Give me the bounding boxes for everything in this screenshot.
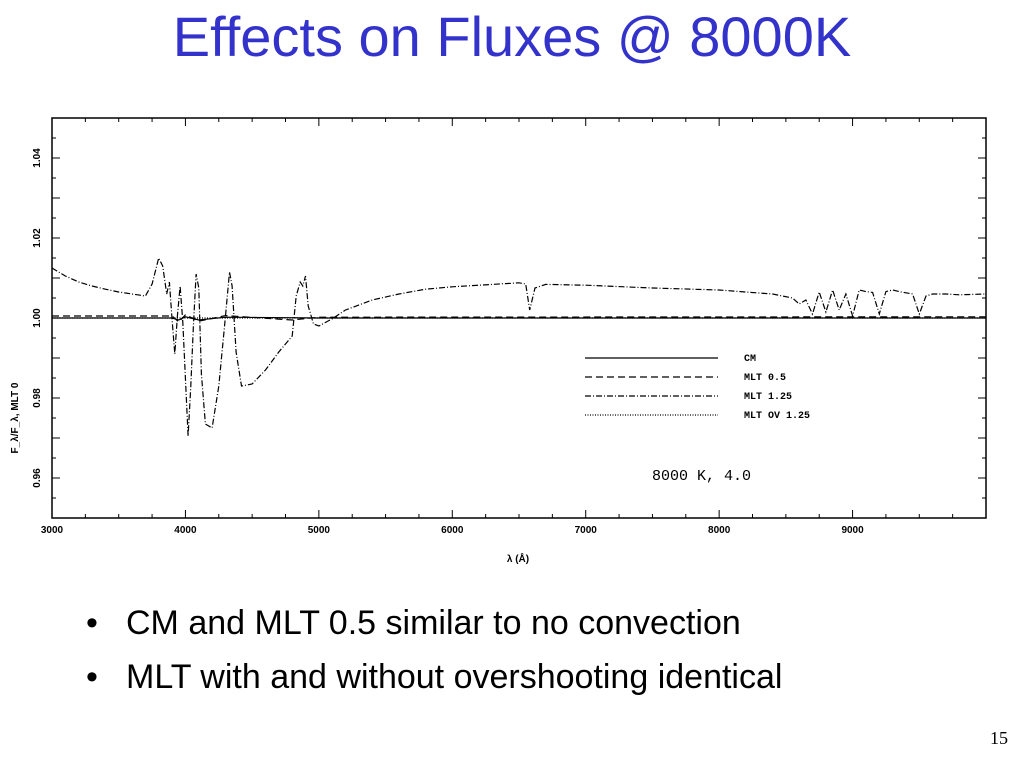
x-tick-label: 6000 [441, 525, 464, 536]
slide-title: Effects on Fluxes @ 8000K [172, 5, 852, 68]
y-tick-label: 1.00 [32, 308, 43, 328]
chart-annotation: 8000 K, 4.0 [652, 468, 751, 485]
y-tick-label: 1.02 [32, 228, 43, 248]
x-tick-label: 5000 [308, 525, 331, 536]
bullet-text: CM and MLT 0.5 similar to no convection [126, 604, 741, 642]
legend-label: MLT 0.5 [744, 373, 786, 384]
series-line-mlt-1-25 [51, 256, 987, 437]
bullet-text: MLT with and without overshooting identi… [126, 658, 783, 696]
x-tick-label: 7000 [575, 525, 598, 536]
legend-label: CM [744, 354, 756, 365]
legend-label: MLT 1.25 [744, 392, 792, 403]
y-tick-label: 0.96 [32, 468, 43, 488]
y-axis-label: F_λ/F_λ, MLT 0 [10, 382, 21, 453]
x-tick-label: 9000 [841, 525, 864, 536]
bullet-list: • CM and MLT 0.5 similar to no convection… [86, 604, 782, 712]
series-group [51, 256, 987, 437]
bullet-item: • CM and MLT 0.5 similar to no convection [86, 604, 782, 643]
bullet-item: • MLT with and without overshooting ident… [86, 658, 782, 697]
y-tick-label: 1.04 [32, 148, 43, 168]
x-axis-label: λ (Å) [507, 552, 529, 565]
page-number: 15 [990, 728, 1008, 748]
bullet-dot: • [86, 604, 98, 642]
x-tick-label: 8000 [708, 525, 731, 536]
flux-ratio-chart: 3000 4000 5000 6000 7000 8000 9000 0.96 0.98 1.00… [10, 117, 987, 565]
legend-label: MLT OV 1.25 [744, 411, 810, 422]
axis-ticks: 3000 4000 5000 6000 7000 8000 9000 0.96 0.98 1.00… [32, 117, 987, 536]
legend: CM MLT 0.5 MLT 1.25 MLT OV 1.25 [585, 354, 810, 422]
bullet-dot: • [86, 658, 98, 696]
y-tick-label: 0.98 [32, 388, 43, 408]
x-tick-label: 4000 [174, 525, 197, 536]
x-tick-label: 3000 [41, 525, 64, 536]
